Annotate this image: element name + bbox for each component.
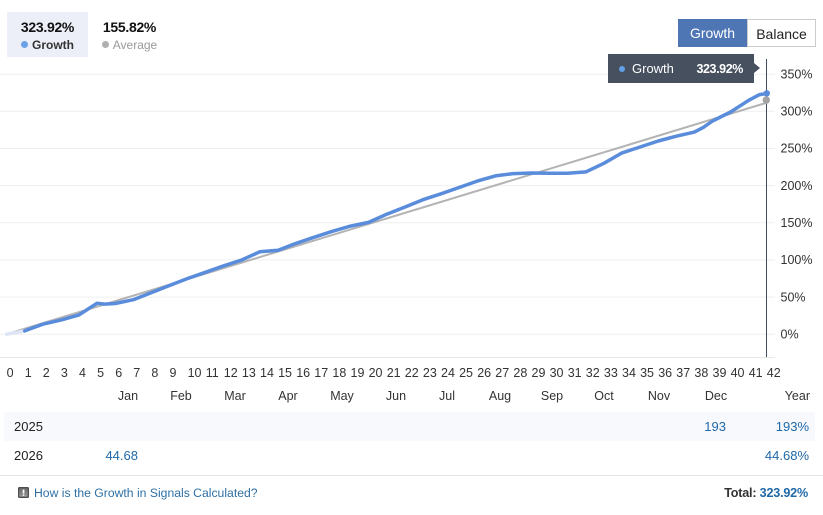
svg-text:350%: 350% — [781, 67, 813, 81]
svg-text:19: 19 — [351, 366, 365, 380]
svg-text:17: 17 — [314, 366, 328, 380]
svg-text:4: 4 — [79, 366, 86, 380]
svg-text:250%: 250% — [781, 142, 813, 156]
svg-text:Year: Year — [785, 389, 810, 403]
svg-text:Jul: Jul — [439, 389, 455, 403]
svg-text:20: 20 — [369, 366, 383, 380]
svg-text:8: 8 — [151, 366, 158, 380]
svg-text:200%: 200% — [781, 179, 813, 193]
svg-text:2: 2 — [43, 366, 50, 380]
svg-text:100%: 100% — [781, 253, 813, 267]
svg-text:26: 26 — [477, 366, 491, 380]
svg-text:150%: 150% — [781, 216, 813, 230]
svg-text:9: 9 — [170, 366, 177, 380]
svg-text:Jun: Jun — [386, 389, 406, 403]
svg-text:31: 31 — [568, 366, 582, 380]
svg-text:Dec: Dec — [705, 389, 727, 403]
svg-text:23: 23 — [423, 366, 437, 380]
svg-text:36: 36 — [658, 366, 672, 380]
svg-text:15: 15 — [278, 366, 292, 380]
svg-text:14: 14 — [260, 366, 274, 380]
svg-text:10: 10 — [188, 366, 202, 380]
svg-text:50%: 50% — [781, 290, 806, 304]
svg-text:12: 12 — [224, 366, 238, 380]
svg-text:Oct: Oct — [594, 389, 614, 403]
svg-text:Aug: Aug — [489, 389, 511, 403]
svg-text:38: 38 — [694, 366, 708, 380]
svg-text:32: 32 — [586, 366, 600, 380]
svg-text:Nov: Nov — [648, 389, 671, 403]
svg-text:29: 29 — [532, 366, 546, 380]
svg-text:11: 11 — [206, 366, 219, 380]
svg-text:7: 7 — [133, 366, 140, 380]
svg-text:41: 41 — [749, 366, 763, 380]
svg-text:16: 16 — [296, 366, 310, 380]
svg-text:0: 0 — [7, 366, 14, 380]
svg-text:42: 42 — [767, 366, 781, 380]
svg-text:28: 28 — [513, 366, 527, 380]
svg-text:Sep: Sep — [541, 389, 563, 403]
svg-text:30: 30 — [550, 366, 564, 380]
svg-text:18: 18 — [332, 366, 346, 380]
svg-text:35: 35 — [640, 366, 654, 380]
svg-text:21: 21 — [387, 366, 401, 380]
svg-text:1: 1 — [25, 366, 32, 380]
svg-text:300%: 300% — [781, 105, 813, 119]
svg-text:5: 5 — [97, 366, 104, 380]
svg-text:0%: 0% — [781, 327, 799, 341]
svg-text:25: 25 — [459, 366, 473, 380]
svg-text:May: May — [330, 389, 354, 403]
svg-text:24: 24 — [441, 366, 455, 380]
svg-text:Apr: Apr — [278, 389, 297, 403]
svg-text:27: 27 — [495, 366, 509, 380]
svg-text:34: 34 — [622, 366, 636, 380]
svg-text:3: 3 — [61, 366, 68, 380]
svg-text:6: 6 — [115, 366, 122, 380]
svg-text:Jan: Jan — [118, 389, 138, 403]
svg-text:37: 37 — [676, 366, 690, 380]
svg-text:13: 13 — [242, 366, 256, 380]
svg-text:33: 33 — [604, 366, 618, 380]
svg-text:22: 22 — [405, 366, 419, 380]
svg-text:Feb: Feb — [170, 389, 192, 403]
svg-text:Mar: Mar — [224, 389, 246, 403]
svg-text:39: 39 — [713, 366, 727, 380]
svg-text:40: 40 — [731, 366, 745, 380]
